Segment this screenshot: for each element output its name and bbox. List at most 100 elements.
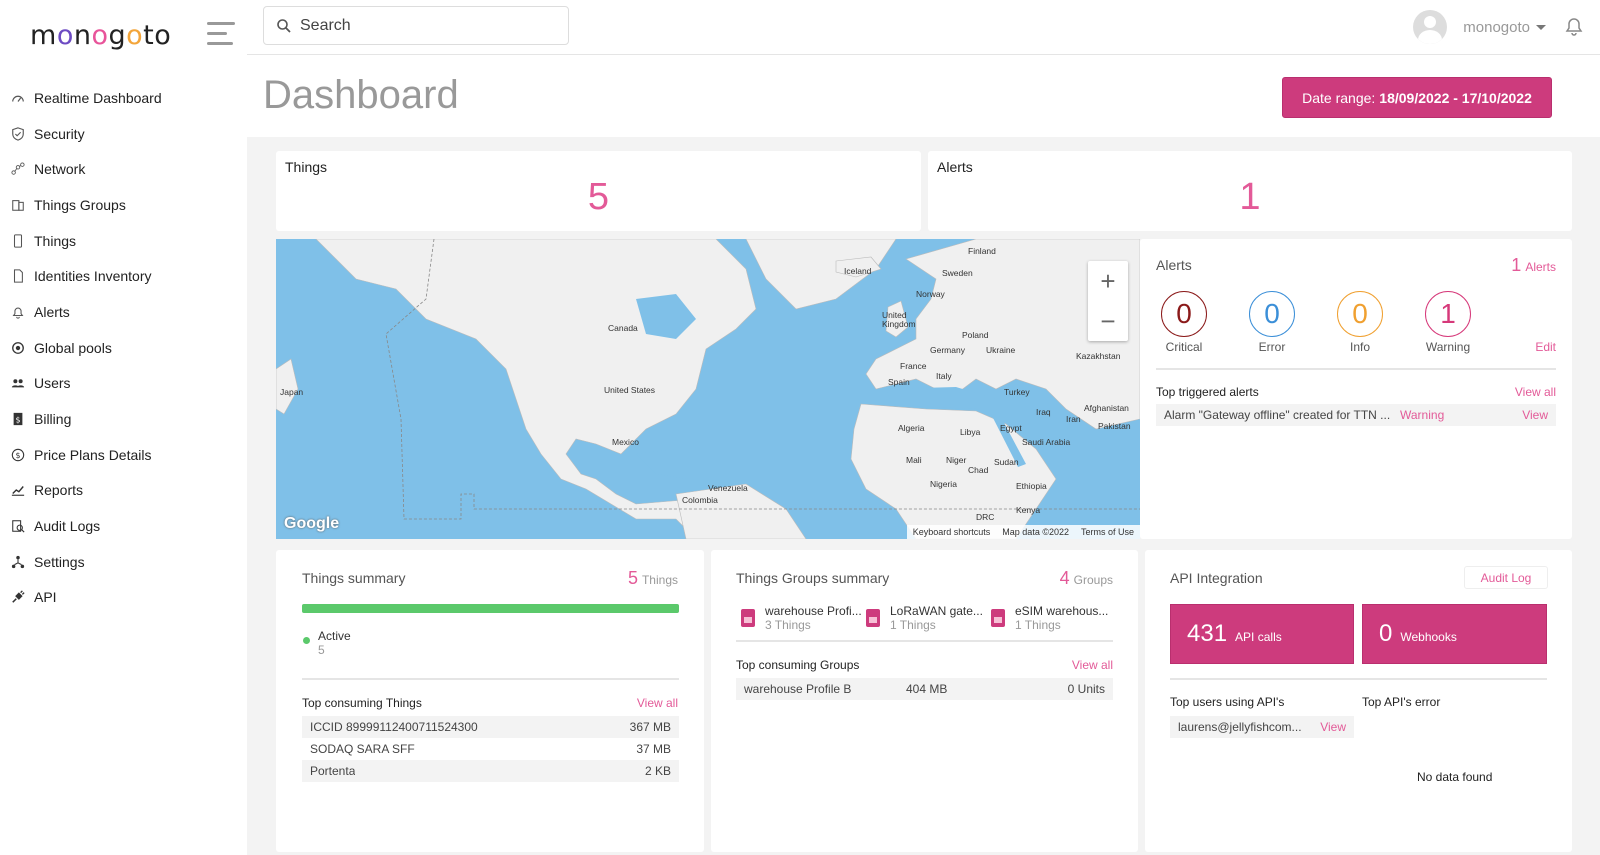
sidebar-item-api[interactable]: API: [0, 580, 247, 616]
group-row-units: 0 Units: [1067, 682, 1105, 696]
map-label: Mexico: [612, 437, 639, 447]
map-label: Iceland: [844, 266, 872, 276]
things-view-all-link[interactable]: View all: [636, 696, 678, 710]
group-name: LoRaWAN gate...: [890, 604, 983, 618]
zoom-out-button[interactable]: −: [1100, 305, 1116, 336]
groups-summary-card: Things Groups summary 4 Groups warehouse …: [711, 550, 1138, 852]
date-range-button[interactable]: Date range: 18/09/2022 - 17/10/2022: [1282, 77, 1552, 118]
sidebar-item-things-groups[interactable]: Things Groups: [0, 187, 247, 223]
active-legend-value: 5: [318, 643, 325, 657]
sidebar-item-billing[interactable]: $ Billing: [0, 401, 247, 437]
things-summary-card: Things summary 5 Things Active 5 Top cons…: [276, 550, 704, 852]
search-input[interactable]: [300, 16, 550, 35]
group-item[interactable]: LoRaWAN gate... 1 Things: [866, 604, 983, 632]
logo[interactable]: monogoto: [30, 20, 172, 51]
chevron-down-icon[interactable]: [1536, 24, 1546, 30]
things-stat-card[interactable]: Things 5: [276, 151, 921, 231]
map-footer: Keyboard shortcuts Map data ©2022 Terms …: [906, 525, 1140, 539]
webhooks-box[interactable]: 0 Webhooks: [1362, 604, 1547, 664]
divider: [1156, 368, 1556, 370]
alert-row-view-link[interactable]: View: [1522, 408, 1548, 422]
sidebar-item-users[interactable]: Users: [0, 366, 247, 402]
divider: [302, 678, 679, 680]
api-integration-card: API Integration Audit Log 431 API calls 0…: [1145, 550, 1572, 852]
world-map[interactable]: Finland Iceland Sweden Norway Canada Uni…: [276, 239, 1140, 539]
map-label: Nigeria: [930, 479, 957, 489]
active-legend-dot: [303, 637, 310, 644]
alerts-panel-title: Alerts: [1156, 257, 1192, 273]
divider: [1170, 678, 1547, 680]
svg-text:$: $: [15, 451, 20, 460]
sidebar-item-settings[interactable]: Settings: [0, 544, 247, 580]
avatar[interactable]: [1413, 10, 1448, 44]
table-row: Alarm "Gateway offline" created for TTN …: [1156, 404, 1556, 426]
sidebar-item-things[interactable]: Things: [0, 223, 247, 259]
info-label: Info: [1349, 340, 1370, 354]
device-icon: [10, 233, 26, 249]
sim-card-icon: [866, 609, 880, 627]
topbar: monogoto: [247, 0, 1600, 55]
warning-circle[interactable]: 1: [1425, 291, 1471, 337]
sidebar-item-audit-logs[interactable]: Audit Logs: [0, 508, 247, 544]
keyboard-shortcuts-link[interactable]: Keyboard shortcuts: [912, 527, 991, 537]
sidebar-item-realtime-dashboard[interactable]: Realtime Dashboard: [0, 80, 247, 116]
sidebar-item-security[interactable]: Security: [0, 116, 247, 152]
zoom-in-button[interactable]: +: [1100, 265, 1116, 296]
table-row[interactable]: laurens@jellyfishcom... View: [1170, 716, 1354, 738]
username[interactable]: monogoto: [1463, 18, 1530, 36]
google-logo[interactable]: Google: [284, 515, 340, 532]
api-calls-box[interactable]: 431 API calls: [1170, 604, 1354, 664]
error-circle[interactable]: 0: [1249, 291, 1295, 337]
sidebar-item-label: Global pools: [34, 339, 112, 356]
api-user-view-link[interactable]: View: [1320, 720, 1346, 734]
alerts-stat-card[interactable]: Alerts 1: [928, 151, 1572, 231]
group-things-count: 1 Things: [1015, 618, 1061, 632]
sidebar-item-label: Audit Logs: [34, 518, 101, 535]
audit-log-button[interactable]: Audit Log: [1464, 566, 1548, 589]
top-errors-title: Top API's error: [1362, 695, 1441, 709]
group-item[interactable]: eSIM warehous... 1 Things: [991, 604, 1108, 632]
sidebar-item-network[interactable]: Network: [0, 151, 247, 187]
dollar-icon: $: [10, 447, 26, 463]
sidebar-item-alerts[interactable]: Alerts: [0, 294, 247, 330]
terms-link[interactable]: Terms of Use: [1080, 527, 1134, 537]
menu-toggle-icon[interactable]: [207, 22, 235, 48]
search-box[interactable]: [263, 6, 569, 45]
sidebar-item-label: Things: [34, 232, 77, 249]
map-label: Egypt: [1000, 423, 1022, 433]
info-circle[interactable]: 0: [1337, 291, 1383, 337]
top-consuming-things-title: Top consuming Things: [302, 696, 422, 710]
sidebar: monogoto Realtime Dashboard Security Net…: [0, 0, 247, 855]
sidebar-item-label: Price Plans Details: [34, 446, 152, 463]
groups-view-all-link[interactable]: View all: [1071, 658, 1113, 672]
sidebar-item-label: Security: [34, 125, 85, 142]
alert-row-level: Warning: [1400, 408, 1445, 422]
sidebar-item-reports[interactable]: Reports: [0, 473, 247, 509]
table-row[interactable]: warehouse Profile B 404 MB 0 Units: [736, 678, 1113, 700]
group-item[interactable]: warehouse Profi... 3 Things: [741, 604, 862, 632]
user-menu[interactable]: monogoto: [1413, 10, 1546, 44]
map-label: Spain: [888, 377, 910, 387]
alerts-stat-label: Alerts: [937, 159, 973, 175]
critical-circle[interactable]: 0: [1161, 291, 1207, 337]
sidebar-item-label: Identities Inventory: [34, 268, 152, 285]
sidebar-item-identities-inventory[interactable]: Identities Inventory: [0, 258, 247, 294]
edit-alerts-link[interactable]: Edit: [1535, 340, 1556, 354]
table-row[interactable]: ICCID 89999112400711524300 367 MB: [302, 716, 679, 738]
sidebar-item-price-plans[interactable]: $ Price Plans Details: [0, 437, 247, 473]
plug-icon: [10, 589, 26, 605]
top-triggered-alerts-title: Top triggered alerts: [1156, 385, 1259, 399]
things-progress-bar: [302, 604, 679, 613]
sidebar-item-global-pools[interactable]: Global pools: [0, 330, 247, 366]
groups-count-link[interactable]: 4 Groups: [1060, 568, 1113, 589]
thing-usage: 367 MB: [629, 720, 671, 734]
map-label: Sweden: [942, 268, 973, 278]
alerts-count-link[interactable]: 1 Alerts: [1511, 255, 1556, 276]
alerts-view-all-link[interactable]: View all: [1514, 385, 1556, 399]
table-row[interactable]: SODAQ SARA SFF 37 MB: [302, 738, 679, 760]
things-count-link[interactable]: 5 Things: [628, 568, 678, 589]
date-range-value: 18/09/2022 - 17/10/2022: [1379, 89, 1532, 106]
map-label: Venezuela: [708, 483, 748, 493]
table-row[interactable]: Portenta 2 KB: [302, 760, 679, 782]
notification-bell-icon[interactable]: [1563, 15, 1585, 37]
